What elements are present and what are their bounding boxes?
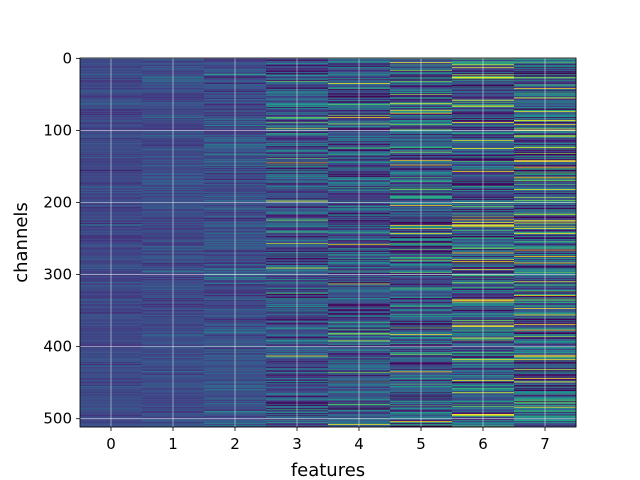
x-tick-label: 6 [478, 435, 488, 453]
y-tick-label: 300 [43, 266, 72, 284]
grid-lines [80, 57, 576, 427]
y-axis-ticks: 0 100 200 300 400 500 [43, 49, 80, 428]
x-tick-label: 1 [168, 435, 178, 453]
x-tick-label: 7 [540, 435, 550, 453]
plot-frame [79, 57, 577, 428]
y-axis-label: channels [11, 202, 32, 283]
x-tick-label: 4 [354, 435, 364, 453]
x-tick-label: 0 [106, 435, 116, 453]
y-tick-label: 500 [43, 410, 72, 428]
y-tick-label: 100 [43, 121, 72, 139]
y-tick-label: 200 [43, 194, 72, 212]
x-axis-label: features [291, 460, 365, 480]
heatmap-cells [80, 58, 577, 428]
x-tick-label: 5 [416, 435, 426, 453]
y-tick-label: 400 [43, 338, 72, 356]
x-tick-label: 2 [230, 435, 240, 453]
x-tick-label: 3 [292, 435, 302, 453]
x-axis-ticks: 0 1 2 3 4 5 6 7 [106, 427, 550, 453]
y-tick-label: 0 [62, 49, 72, 67]
